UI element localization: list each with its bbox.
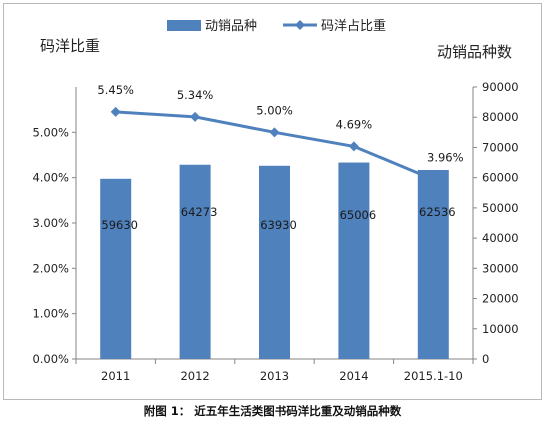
legend-marker-line [295, 20, 305, 30]
line-point [428, 174, 439, 185]
line-point [269, 127, 280, 138]
right-axis-title: 动销品种数 [437, 43, 512, 61]
x-tick-label: 2013 [260, 369, 289, 383]
bar-data-label: 62536 [419, 205, 456, 219]
right-tick-label: 30000 [482, 261, 519, 275]
combo-chart: 0.00% 1.00% 2.00% 3.00% 4.00% 5.00% 0 10000 2000… [32, 18, 519, 383]
line-data-label: 5.45% [97, 83, 134, 97]
chart-frame: 0.00% 1.00% 2.00% 3.00% 4.00% 5.00% 0 10000 2000… [3, 3, 542, 400]
legend-label-line: 码洋占比重 [321, 18, 386, 34]
bar-data-label: 65006 [340, 208, 377, 222]
right-tick-label: 50000 [482, 201, 519, 215]
left-tick-label: 2.00% [32, 261, 69, 275]
left-tick-label: 3.00% [32, 216, 69, 230]
right-tick-label: 80000 [482, 110, 519, 124]
line-point [110, 106, 121, 117]
left-tick-label: 1.00% [32, 307, 69, 321]
right-tick-label: 90000 [482, 80, 519, 94]
legend-label-bar: 动销品种 [205, 19, 257, 34]
line-point [348, 141, 359, 152]
right-tick-label: 0 [482, 352, 489, 366]
line-data-label: 5.00% [256, 103, 293, 117]
x-tick-label: 2015.1-10 [404, 369, 463, 383]
right-tick-label: 70000 [482, 140, 519, 154]
left-tick-label: 0.00% [32, 352, 69, 366]
bar [259, 165, 290, 359]
line-data-label: 5.34% [177, 88, 214, 102]
right-tick-label: 10000 [482, 322, 519, 336]
right-tick-label: 20000 [482, 292, 519, 306]
bar [338, 162, 370, 359]
bar-data-label: 64273 [181, 205, 218, 219]
right-tick-label: 60000 [482, 171, 519, 185]
left-axis-title: 码洋比重 [40, 37, 100, 55]
bar-data-label: 63930 [260, 218, 297, 232]
line-data-label: 3.96% [427, 150, 464, 164]
x-tick-label: 2012 [180, 369, 209, 383]
x-tick-label: 2014 [339, 369, 368, 383]
bar [417, 170, 449, 359]
legend-swatch-bar [167, 20, 201, 31]
bar-data-label: 59630 [101, 218, 138, 232]
right-tick-label: 40000 [482, 231, 519, 245]
bar [179, 164, 211, 359]
figure-caption: 附图 1： 近五年生活类图书码洋比重及动销品种数 [143, 404, 402, 418]
x-tick-label: 2011 [101, 369, 130, 383]
line-point [190, 111, 201, 122]
line-data-label: 4.69% [336, 117, 373, 131]
left-tick-label: 4.00% [32, 171, 69, 185]
left-tick-label: 5.00% [32, 125, 69, 139]
bar [100, 178, 132, 359]
